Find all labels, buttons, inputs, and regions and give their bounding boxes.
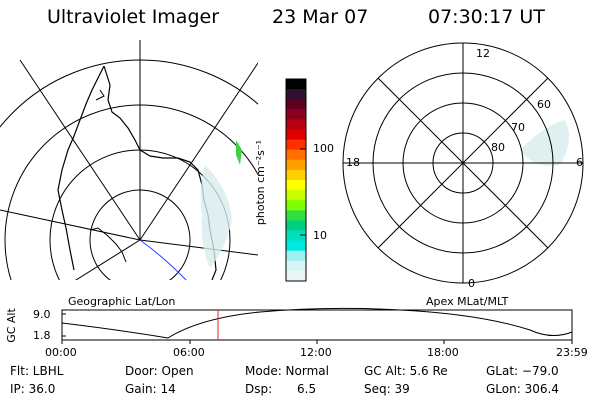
altitude-xtick: 06:00	[173, 346, 205, 359]
aurora-emission	[200, 165, 232, 268]
colorbar-segment	[286, 89, 306, 100]
glon-readout: GLon: 306.4	[486, 382, 559, 396]
colorbar-segment	[286, 169, 306, 181]
instrument-title: Ultraviolet Imager	[47, 6, 220, 28]
aurora-emission-bright	[236, 140, 242, 165]
coastline	[57, 65, 105, 271]
colorbar-segment	[286, 159, 306, 171]
meridian-line	[0, 209, 141, 241]
altitude-xtick: 18:00	[427, 346, 459, 359]
colorbar-segment	[286, 190, 306, 201]
colorbar	[286, 79, 306, 282]
dsp-value: 6.5	[297, 382, 317, 396]
aurora-emission	[520, 120, 569, 166]
altitude-xtick: 23:59	[556, 346, 588, 359]
filter-readout: Flt: LBHL	[10, 364, 64, 378]
geographic-label: Geographic Lat/Lon	[68, 295, 176, 308]
apex-label: Apex MLat/MLT	[426, 295, 509, 308]
mlat-label-70: 70	[511, 121, 525, 134]
colorbar-tick-label: 10	[313, 229, 327, 242]
polar-plot	[342, 42, 584, 284]
colorbar-segment	[286, 109, 306, 120]
altitude-xtick: 12:00	[300, 346, 332, 359]
coastline	[89, 227, 127, 263]
colorbar-segment	[286, 99, 306, 110]
gc-alt-readout: GC Alt: 5.6 Re	[364, 364, 448, 378]
meridian-line	[75, 239, 141, 280]
door-readout: Door: Open	[125, 364, 194, 378]
colorbar-unit-label: photon cm⁻²s⁻¹	[254, 139, 268, 226]
altitude-ytick: 1.8	[33, 329, 51, 342]
colorbar-segment	[286, 210, 306, 221]
altitude-ylabel: GC Alt	[4, 308, 18, 343]
colorbar-tick-label: 100	[313, 142, 334, 155]
meridian-line	[139, 62, 258, 241]
meridian-line	[19, 59, 141, 241]
colorbar-segment	[286, 139, 306, 151]
colorbar-segment	[286, 240, 306, 252]
colorbar-segment	[286, 149, 306, 161]
colorbar-segment	[286, 250, 306, 262]
colorbar-segment	[286, 79, 306, 90]
dsp-label: Dsp:	[245, 382, 273, 396]
seq-readout: Seq: 39	[364, 382, 410, 396]
mlt-label-top: 12	[476, 47, 490, 60]
altitude-plot-frame	[61, 309, 573, 341]
altitude-curve	[61, 307, 573, 339]
date-label: 23 Mar 07	[272, 6, 369, 28]
meridian-line	[139, 239, 258, 256]
altitude-ytick: 9.0	[33, 308, 51, 321]
time-label: 07:30:17 UT	[428, 6, 545, 28]
colorbar-segment	[286, 260, 306, 272]
colorbar-segment	[286, 180, 306, 191]
colorbar-segment	[286, 129, 306, 141]
colorbar-segment	[286, 200, 306, 211]
mlt-label-left: 18	[346, 156, 360, 169]
altitude-xtick: 00:00	[45, 346, 77, 359]
mode-readout: Mode: Normal	[245, 364, 329, 378]
glat-readout: GLat: −79.0	[486, 364, 559, 378]
satellite-track	[139, 239, 187, 280]
colorbar-segment	[286, 230, 306, 242]
colorbar-frame	[285, 78, 307, 282]
gain-readout: Gain: 14	[125, 382, 176, 396]
ip-readout: IP: 36.0	[10, 382, 56, 396]
coastline	[95, 89, 105, 101]
mlat-label-60: 60	[537, 98, 551, 111]
mlt-line	[377, 77, 549, 249]
colorbar-segment	[286, 270, 306, 282]
mlt-label-bottom: 0	[468, 277, 475, 290]
mlt-label-right: 6	[576, 156, 583, 169]
colorbar-segment	[286, 220, 306, 231]
mlat-label-80: 80	[491, 141, 505, 154]
colorbar-segment	[286, 119, 306, 130]
